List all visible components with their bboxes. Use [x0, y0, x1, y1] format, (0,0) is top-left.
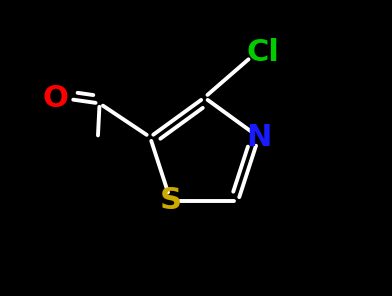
- Text: N: N: [246, 123, 272, 152]
- Text: Cl: Cl: [247, 38, 280, 67]
- Text: O: O: [43, 84, 69, 113]
- Text: S: S: [160, 186, 182, 215]
